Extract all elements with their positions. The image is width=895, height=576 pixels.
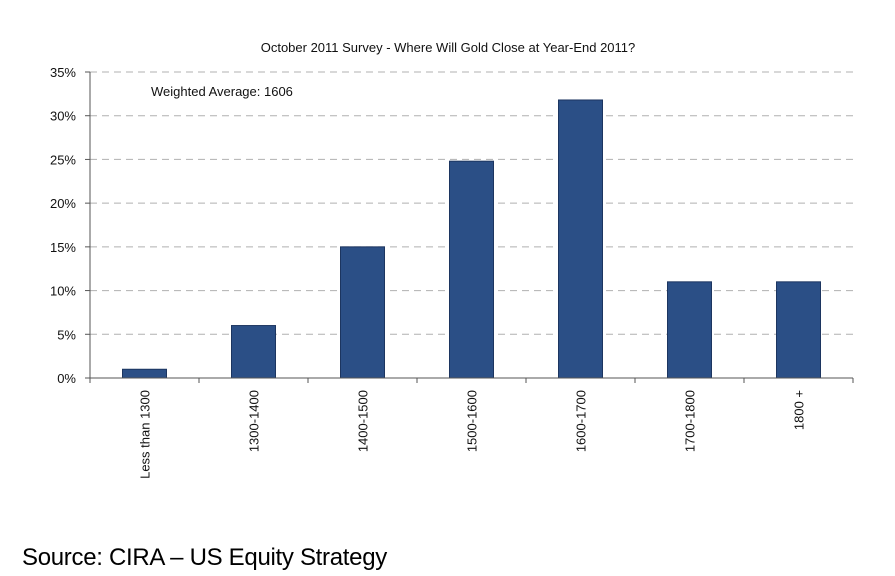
y-tick-label: 25% bbox=[50, 152, 76, 167]
x-tick-label: 1600-1700 bbox=[574, 390, 589, 452]
y-tick-label: 35% bbox=[50, 65, 76, 80]
x-tick-label: 1700-1800 bbox=[683, 390, 698, 452]
bar bbox=[231, 325, 276, 379]
y-tick-label: 10% bbox=[50, 284, 76, 299]
chart-title: October 2011 Survey - Where Will Gold Cl… bbox=[261, 40, 636, 55]
x-tick-label: 1800 + bbox=[792, 390, 807, 430]
x-tick-label: 1500-1600 bbox=[465, 390, 480, 452]
bar bbox=[776, 281, 821, 379]
source-note: Source: CIRA – US Equity Strategy bbox=[22, 544, 387, 571]
x-tick-label: Less than 1300 bbox=[138, 390, 153, 479]
y-tick-label: 5% bbox=[57, 327, 76, 342]
x-tick-label: 1300-1400 bbox=[247, 390, 262, 452]
y-tick-label: 30% bbox=[50, 109, 76, 124]
bar bbox=[122, 368, 167, 379]
bar bbox=[449, 160, 494, 379]
x-axis-ticks: Less than 1300 1300-1400 1400-1500 1500-160… bbox=[138, 390, 807, 479]
bars bbox=[122, 99, 821, 379]
y-tick-label: 0% bbox=[57, 371, 76, 386]
weighted-average-annotation: Weighted Average: 1606 bbox=[151, 84, 293, 99]
axes bbox=[85, 71, 854, 383]
bar bbox=[340, 246, 385, 379]
y-axis-ticks: 0% 5% 10% 15% 20% 25% 30% 35% bbox=[50, 65, 76, 386]
x-tick-label: 1400-1500 bbox=[356, 390, 371, 452]
y-tick-label: 15% bbox=[50, 240, 76, 255]
bar bbox=[667, 281, 712, 379]
bar bbox=[558, 99, 603, 379]
y-tick-label: 20% bbox=[50, 196, 76, 211]
